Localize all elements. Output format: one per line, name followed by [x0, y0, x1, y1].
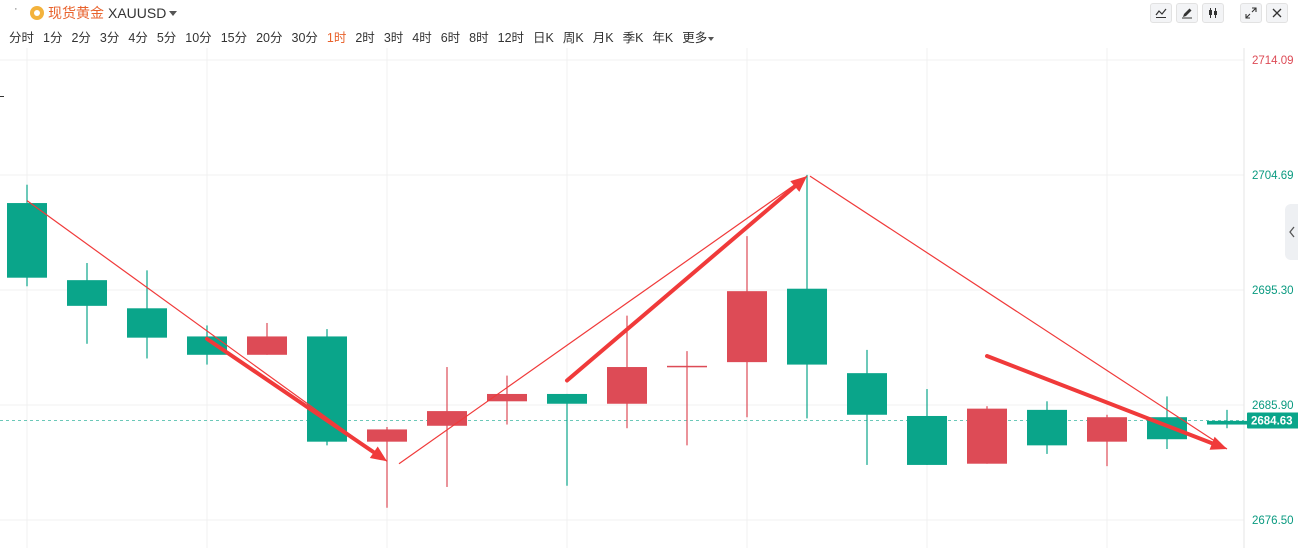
interval-2[interactable]: 2分 [71, 31, 91, 45]
y-tick-label: 2676.50 [1252, 515, 1294, 527]
trend-arrow-head[interactable] [790, 176, 807, 192]
interval-21[interactable]: 年K [652, 31, 674, 45]
candlestick-chart[interactable]: 2714.09 2704.69 2695.30 2685.90 2676.50 2684.… [0, 48, 1298, 548]
interval-6[interactable]: 10分 [185, 31, 212, 45]
y-tick-label: 2704.69 [1252, 170, 1294, 182]
candle-body[interactable] [487, 393, 527, 402]
interval-13[interactable]: 4时 [412, 31, 432, 45]
menu-dot-icon[interactable]: · [14, 3, 18, 15]
interval-bar: 分时 1分 2分 3分 4分 5分 10分 15分 20分 30分 1时 2时 3时 4时 6时 8时 12时日… [9, 27, 723, 46]
interval-15[interactable]: 8时 [469, 31, 489, 45]
interval-20[interactable]: 季K [622, 31, 644, 45]
interval-8[interactable]: 20分 [256, 31, 283, 45]
y-tick-label: 2685.90 [1252, 400, 1294, 412]
trend-arrow-head[interactable] [369, 446, 387, 462]
candle-body[interactable] [247, 336, 287, 355]
interval-10[interactable]: 1时 [326, 31, 347, 45]
interval-19[interactable]: 月K [592, 31, 614, 45]
interval-0[interactable]: 分时 [9, 31, 35, 45]
chevron-left-icon [1288, 226, 1295, 238]
candle-body[interactable] [607, 367, 647, 404]
more-chevron-icon [708, 36, 715, 41]
trend-line[interactable] [809, 175, 1228, 450]
interval-12[interactable]: 3时 [383, 31, 404, 45]
indicator-icon[interactable] [1150, 3, 1172, 23]
interval-18[interactable]: 周K [562, 31, 584, 45]
interval-3[interactable]: 3分 [99, 31, 120, 45]
candle-body[interactable] [67, 280, 107, 306]
interval-11[interactable]: 2时 [355, 31, 375, 45]
chart-header: · 现货黄金 XAUUSD [0, 0, 1298, 24]
interval-7[interactable]: 15分 [220, 31, 248, 45]
candle-body[interactable] [547, 393, 587, 404]
interval-16[interactable]: 12时 [497, 31, 525, 45]
current-price-label: 2684.63 [1251, 416, 1293, 428]
interval-17[interactable]: 日K [533, 31, 554, 45]
candle-body[interactable] [667, 365, 707, 368]
candle-body[interactable] [787, 288, 827, 365]
interval-1[interactable]: 1分 [43, 31, 63, 45]
candle-body[interactable] [847, 373, 887, 415]
trend-arrow-head[interactable] [1209, 436, 1227, 450]
candle-body[interactable] [727, 291, 767, 363]
interval-4[interactable]: 4分 [128, 31, 148, 45]
candle-body[interactable] [7, 203, 47, 278]
gold-coin-icon [30, 6, 44, 20]
fullscreen-icon[interactable] [1240, 3, 1262, 23]
y-tick-label: 2714.09 [1252, 55, 1294, 67]
interval-22[interactable]: 更多 [682, 27, 715, 46]
trend-arrow-shaft[interactable] [205, 336, 376, 455]
trend-arrow-shaft[interactable] [565, 184, 797, 383]
current-price-tag [1247, 412, 1298, 429]
candle-style-icon[interactable] [1202, 3, 1224, 23]
candle-body[interactable] [1207, 420, 1247, 425]
interval-9[interactable]: 30分 [291, 31, 318, 45]
symbol-name: 现货黄金 [48, 5, 104, 21]
candle-body[interactable] [367, 429, 407, 442]
toolbar [1150, 3, 1288, 23]
side-panel-toggle[interactable] [1285, 204, 1298, 260]
y-tick-label: 2695.30 [1252, 285, 1294, 297]
interval-14[interactable]: 6时 [440, 31, 461, 45]
left-edge-tick [0, 96, 4, 97]
trend-line[interactable] [26, 200, 388, 462]
candle-body[interactable] [127, 308, 167, 338]
trend-arrow-shaft[interactable] [985, 354, 1215, 446]
candle-body[interactable] [1087, 417, 1127, 442]
draw-icon[interactable] [1176, 3, 1198, 23]
interval-5[interactable]: 5分 [156, 31, 177, 45]
candle-body[interactable] [307, 336, 347, 442]
symbol-code: XAUUSD [108, 5, 167, 21]
candle-body[interactable] [1027, 409, 1067, 446]
close-icon[interactable] [1266, 3, 1288, 23]
candle-body[interactable] [907, 415, 947, 465]
candle-body[interactable] [427, 411, 467, 426]
chevron-down-icon[interactable] [169, 10, 178, 16]
candle-body[interactable] [967, 408, 1007, 464]
trend-line[interactable] [398, 175, 808, 465]
symbol-selector[interactable]: 现货黄金 XAUUSD [30, 3, 178, 23]
candle-body[interactable] [187, 336, 227, 355]
